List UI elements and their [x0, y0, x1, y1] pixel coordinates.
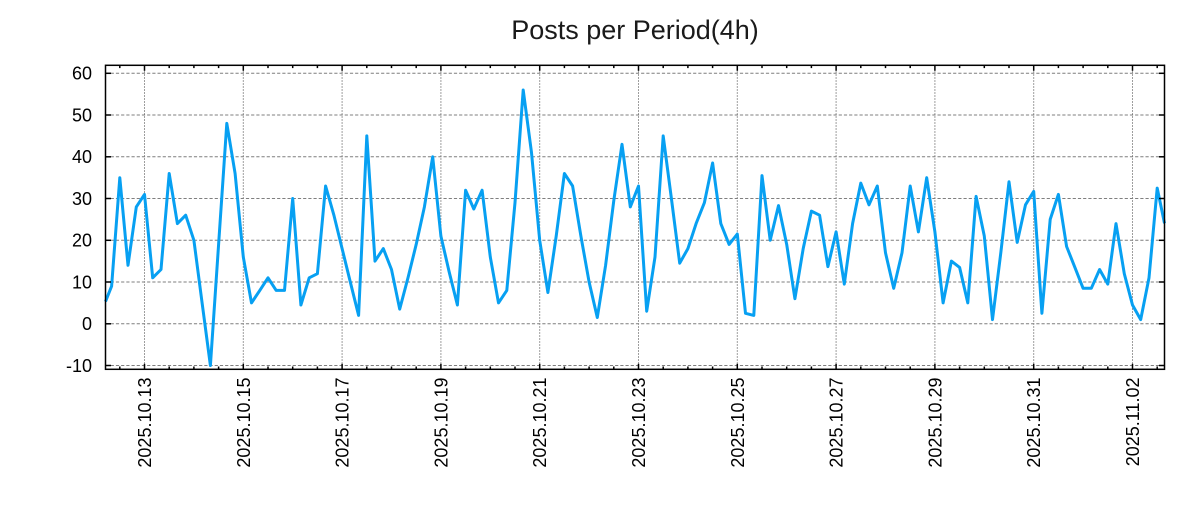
svg-text:Posts per Period(4h): Posts per Period(4h)	[511, 15, 759, 45]
svg-text:2025.10.17: 2025.10.17	[333, 378, 353, 468]
svg-text:60: 60	[72, 64, 92, 84]
svg-text:40: 40	[72, 147, 92, 167]
svg-text:20: 20	[72, 231, 92, 251]
svg-text:2025.10.27: 2025.10.27	[827, 378, 847, 468]
svg-text:2025.10.29: 2025.10.29	[925, 378, 945, 468]
svg-text:30: 30	[72, 189, 92, 209]
svg-text:2025.10.23: 2025.10.23	[629, 378, 649, 468]
svg-text:2025.10.21: 2025.10.21	[530, 378, 550, 468]
svg-text:2025.10.31: 2025.10.31	[1024, 378, 1044, 468]
svg-text:2025.10.19: 2025.10.19	[431, 378, 451, 468]
svg-text:2025.11.02: 2025.11.02	[1123, 378, 1143, 467]
svg-text:50: 50	[72, 105, 92, 125]
svg-text:-10: -10	[66, 356, 92, 376]
svg-text:2025.10.15: 2025.10.15	[234, 378, 254, 468]
svg-text:0: 0	[82, 314, 92, 334]
svg-text:2025.10.25: 2025.10.25	[728, 378, 748, 468]
svg-text:2025.10.13: 2025.10.13	[135, 378, 155, 468]
svg-text:10: 10	[72, 272, 92, 292]
